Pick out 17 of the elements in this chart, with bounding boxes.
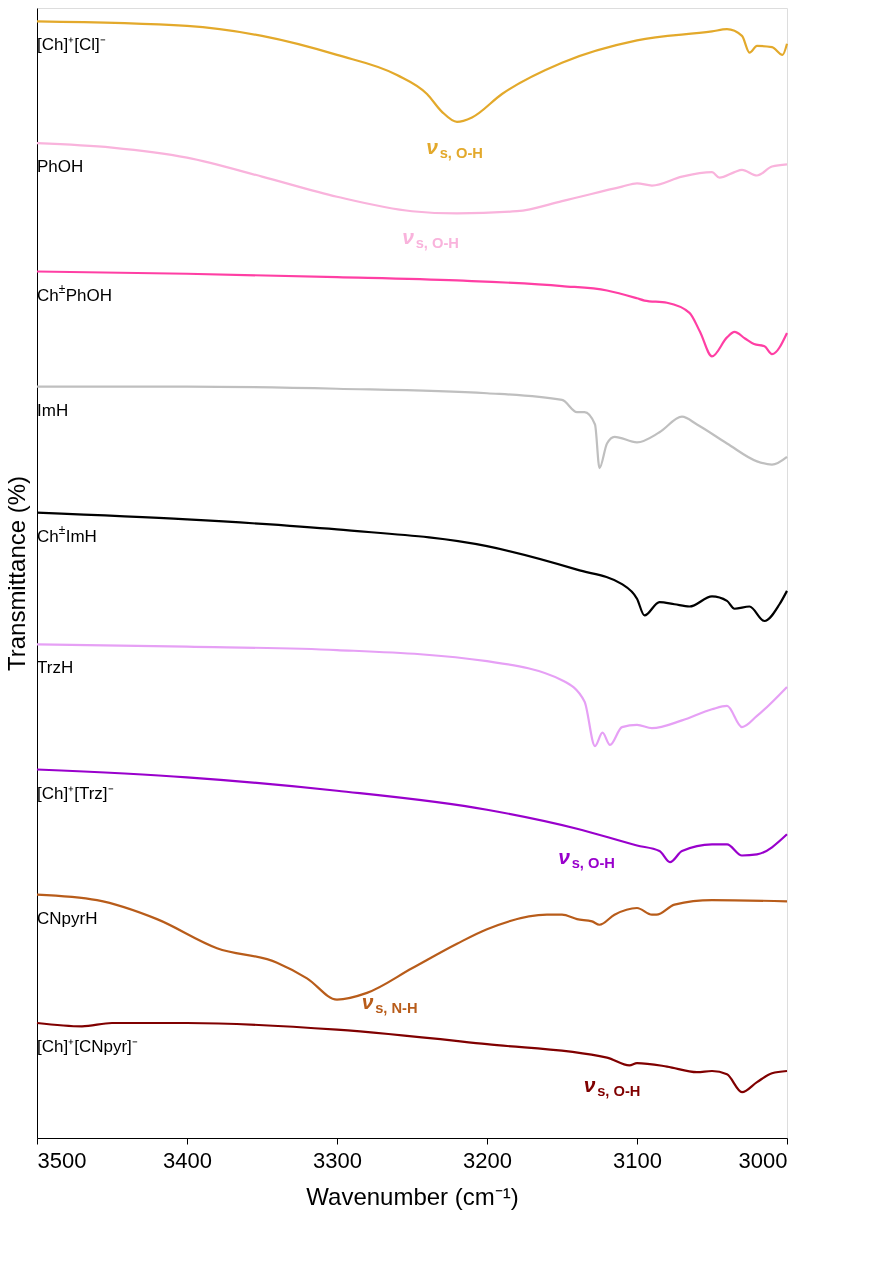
series-label: PhOH xyxy=(37,157,84,177)
x-tick-label: 3200 xyxy=(463,1147,512,1173)
series-label: [Ch]⁺[Trz]⁻ xyxy=(37,783,114,803)
series-label: [Ch]⁺[CNpyr]⁻ xyxy=(37,1036,138,1056)
x-tick-label: 3300 xyxy=(313,1147,362,1173)
x-tick-label: 3400 xyxy=(163,1147,212,1173)
series-label: TrzH xyxy=(37,658,74,678)
y-axis-title: Transmittance (%) xyxy=(2,475,30,672)
x-axis-title: Wavenumber (cm⁻¹) xyxy=(306,1182,519,1210)
x-tick-label: 3100 xyxy=(613,1147,662,1173)
series-label: [Ch]⁺[Cl]⁻ xyxy=(37,35,106,55)
x-tick-label: 3000 xyxy=(738,1147,788,1173)
series-label: Ch±PhOH xyxy=(37,281,112,305)
series-label: Ch±ImH xyxy=(37,522,97,546)
x-tick-label: 3500 xyxy=(37,1147,87,1173)
series-label: CNpyrH xyxy=(37,908,98,928)
series-label: ImH xyxy=(37,400,69,420)
